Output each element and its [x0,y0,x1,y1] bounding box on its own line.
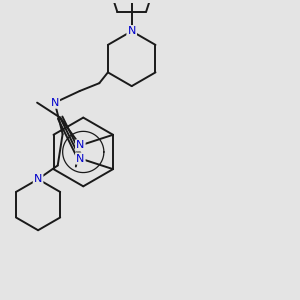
Text: N: N [51,98,59,108]
Text: N: N [128,26,136,36]
Text: N: N [34,174,42,184]
Text: N: N [76,140,85,150]
Text: N: N [76,154,85,164]
